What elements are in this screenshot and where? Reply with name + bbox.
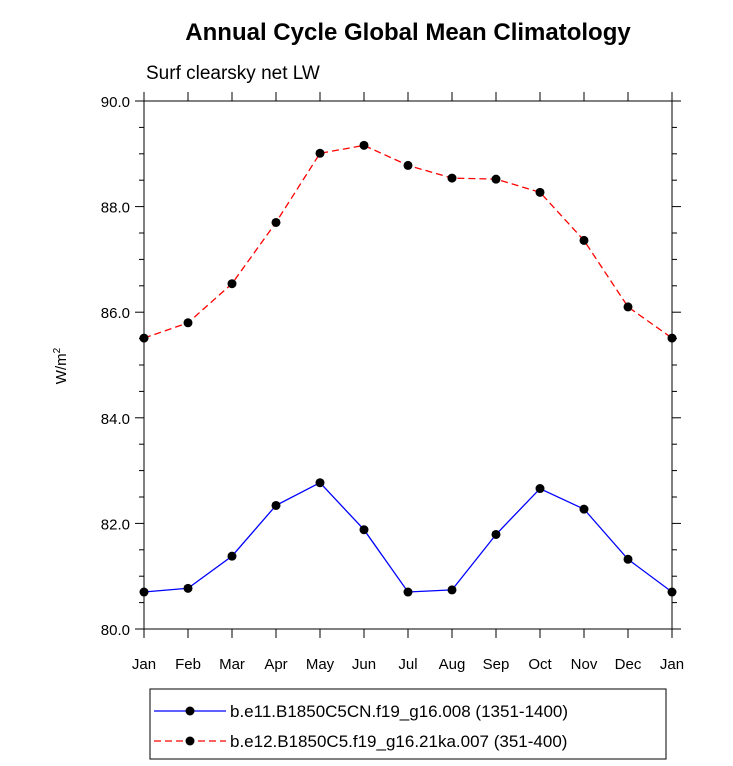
y-axis-title-text: W/m [53,353,70,384]
x-tick-label: Dec [615,656,642,673]
y-axis-title: W/m2 [52,347,70,384]
series-1-point [359,525,369,535]
series-1-point [403,587,413,597]
series-2-point [491,174,501,184]
series-1-point [623,554,633,564]
series-2-point [535,187,545,197]
plot-area: 80.0 82.0 84.0 86.0 88.0 90.0 Jan Feb Mar Apr May… [101,92,684,673]
legend-box [149,688,667,760]
series-1-point [227,551,237,561]
series-1-point [447,585,457,595]
series-line-1 [143,481,673,593]
y-axis-ticks: 80.0 82.0 84.0 86.0 88.0 90.0 [101,94,681,639]
legend-swatch-marker [185,736,195,746]
y-tick-label: 88.0 [101,200,130,217]
series-2-point [183,318,193,328]
x-tick-label: Apr [264,656,287,673]
series-2-point [359,140,369,150]
x-tick-label: Jan [132,656,156,673]
series-1-point [183,583,193,593]
chart-title: Annual Cycle Global Mean Climatology [185,19,631,46]
x-tick-label: Jun [352,656,376,673]
series-2-point [139,333,149,343]
series-2-point [579,235,589,245]
y-axis-title-superscript: 2 [52,347,63,353]
plot-frame [143,100,673,630]
series-2-point [447,173,457,183]
x-tick-label: Oct [528,656,552,673]
x-tick-label: Jul [398,656,417,673]
series-2-point [623,302,633,312]
x-tick-label: Jan [660,656,684,673]
series-line-2 [143,144,673,339]
series-2-point [667,333,677,343]
legend-swatch-marker [185,706,195,716]
legend: b.e11.B1850C5CN.f19_g16.008 (1351-1400) b… [149,688,667,760]
x-tick-label: Aug [439,656,466,673]
series-1-point [315,478,325,488]
series-1-point [535,484,545,494]
series-2-point [271,217,281,227]
y-tick-label: 82.0 [101,516,130,533]
x-axis-ticks: Jan Feb Mar Apr May Jun Jul Aug Sep Oct Nov Dec Jan [132,92,684,673]
series-1-point [667,587,677,597]
series-2-point [315,148,325,158]
series-2-point [403,160,413,170]
y-tick-label: 80.0 [101,622,130,639]
y-tick-label: 84.0 [101,411,130,428]
y-tick-label: 90.0 [101,94,130,111]
x-tick-label: May [306,656,335,673]
series-1-point [271,500,281,510]
x-tick-label: Mar [219,656,245,673]
legend-label: b.e11.B1850C5CN.f19_g16.008 (1351-1400) [230,702,568,721]
series-layer [139,140,677,597]
y-tick-label: 86.0 [101,305,130,322]
chart-subtitle: Surf clearsky net LW [146,63,320,84]
legend-label: b.e12.B1850C5.f19_g16.21ka.007 (351-400) [230,732,567,751]
series-2-point [227,279,237,289]
x-tick-label: Feb [175,656,201,673]
series-1-point [491,529,501,539]
x-tick-label: Nov [571,656,598,673]
x-tick-label: Sep [483,656,510,673]
series-1-point [579,504,589,514]
series-1-point [139,587,149,597]
